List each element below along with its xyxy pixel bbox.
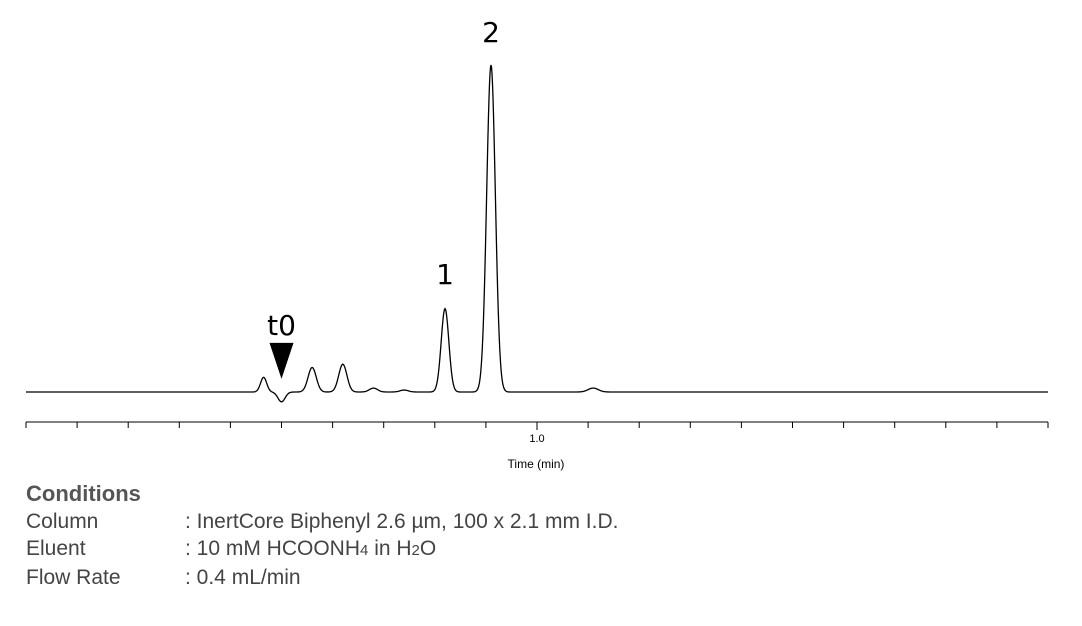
eluent-text-part: O [419,537,437,560]
chromatogram-chart: 1.0 Time (min) t0 1 2 [25,16,1049,471]
condition-row-column: Column : InertCore Biphenyl 2.6 µm, 100 x… [26,508,1066,535]
eluent-subscript: 4 [360,542,369,559]
eluent-text-part: in H [368,537,412,560]
x-axis-tick-labels: 1.0 [529,433,544,445]
x-axis-label: Time (min) [508,457,565,471]
x-axis-ticks [25,422,1049,430]
peak-label: 1 [436,258,454,291]
x-tick-label: 1.0 [529,433,544,445]
condition-value: : 10 mM HCOONH4 in H2O [185,535,436,564]
conditions-panel: Conditions Column : InertCore Biphenyl 2.… [26,480,1066,591]
condition-value: : 0.4 mL/min [185,566,301,589]
condition-value: : InertCore Biphenyl 2.6 µm, 100 x 2.1 m… [185,510,619,533]
condition-label: Eluent [26,537,86,560]
eluent-subscript: 2 [411,542,420,559]
t0-label: t0 [267,309,296,342]
condition-label: Flow Rate [26,566,121,589]
eluent-text-part: : 10 mM HCOONH [185,537,361,560]
condition-row-flow-rate: Flow Rate : 0.4 mL/min [26,564,1066,591]
condition-label: Column [26,510,99,533]
condition-row-eluent: Eluent : 10 mM HCOONH4 in H2O [26,535,1066,564]
t0-marker [269,342,294,379]
peak-label: 2 [482,16,500,49]
peak-annotations: t0 1 2 [267,16,500,379]
conditions-title: Conditions [26,481,141,506]
chromatogram-trace [26,64,1048,403]
